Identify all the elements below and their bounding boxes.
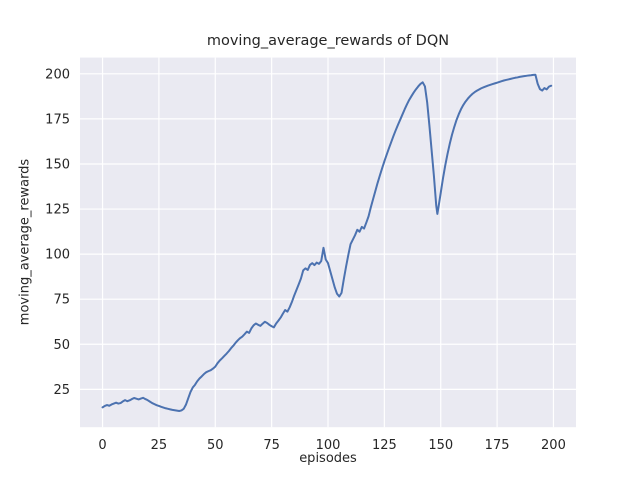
- x-tick-label: 0: [98, 438, 106, 453]
- x-tick-label: 175: [485, 438, 510, 453]
- x-tick-label: 200: [541, 438, 566, 453]
- x-tick-label: 50: [207, 438, 224, 453]
- x-tick-label: 100: [316, 438, 341, 453]
- reward-line: [101, 73, 553, 412]
- x-axis-label: episodes: [299, 451, 357, 466]
- y-tick-label: 150: [45, 157, 70, 172]
- x-tick-label: 25: [151, 438, 168, 453]
- y-tick-label: 25: [53, 383, 70, 398]
- y-tick-label: 50: [53, 338, 70, 353]
- y-tick-label: 100: [45, 248, 70, 263]
- chart-title: moving_average_rewards of DQN: [206, 33, 450, 49]
- x-tick-label: 150: [428, 438, 453, 453]
- y-tick-label: 125: [45, 203, 70, 218]
- x-tick-label: 125: [372, 438, 397, 453]
- y-axis-label: moving_average_rewards: [17, 158, 33, 326]
- y-tick-label: 175: [45, 112, 70, 127]
- y-tick-label: 200: [45, 67, 70, 82]
- x-tick-label: 75: [263, 438, 280, 453]
- y-tick-label: 75: [53, 293, 70, 308]
